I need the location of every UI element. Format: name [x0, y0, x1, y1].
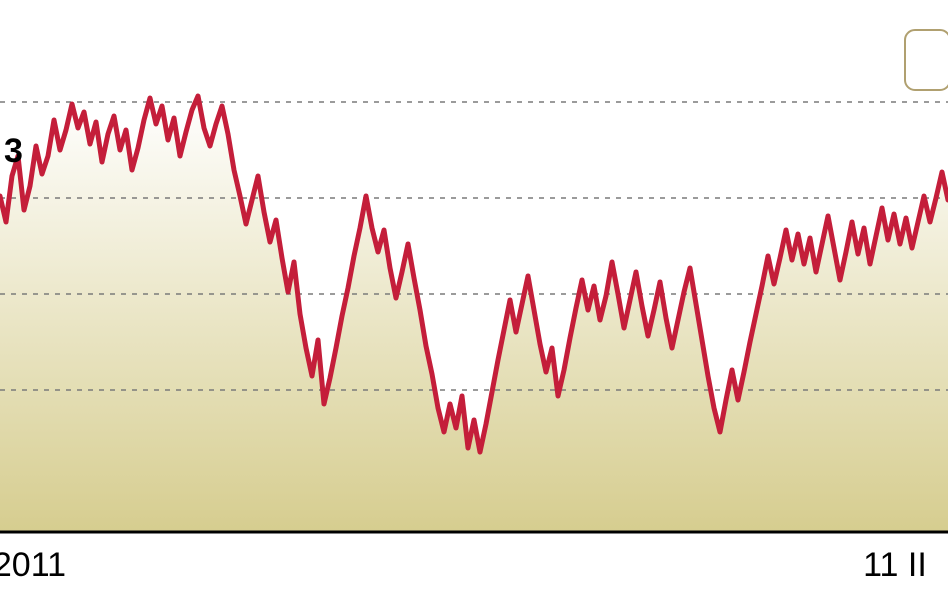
price-chart: I 2011 11 II 3 — [0, 0, 948, 593]
x-tick-label: I 2011 — [0, 546, 66, 584]
x-tick-label: 11 II — [863, 546, 927, 584]
chart-canvas: I 2011 11 II 3 — [0, 0, 948, 593]
left-value-label: 3 — [4, 132, 23, 170]
value-callout — [905, 30, 948, 90]
